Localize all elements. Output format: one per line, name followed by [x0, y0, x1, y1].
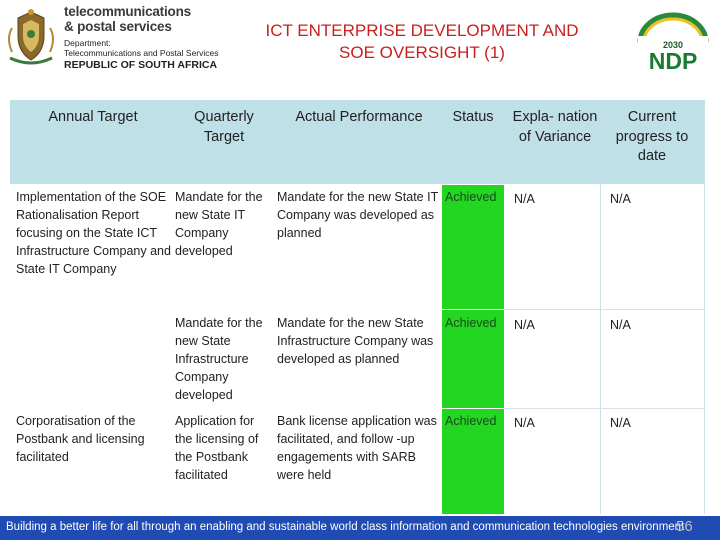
page-number: 56 — [676, 518, 693, 535]
status-cell — [442, 310, 504, 408]
row3-status: Achieved — [445, 414, 497, 428]
col-header-status: Status — [452, 109, 494, 125]
row2-status: Achieved — [445, 316, 497, 330]
coat-of-arms-icon — [8, 9, 54, 65]
row3-actual-performance: Bank license application was facilitated… — [277, 414, 437, 482]
col-header-actual-performance: Actual Performance — [295, 109, 423, 125]
footer-bar: Building a better life for all through a… — [0, 516, 720, 540]
row3-variance: N/A — [514, 416, 535, 430]
department-name: telecommunications & postal services Dep… — [64, 4, 222, 72]
ndp-year: 2030 — [663, 40, 683, 50]
dept-line3: Department: — [64, 38, 111, 48]
col-header-variance: Expla- nation of Variance — [512, 109, 598, 145]
row2-actual-performance: Mandate for the new State Infrastructure… — [277, 316, 434, 366]
ndp-text: NDP — [649, 48, 698, 72]
dept-line2: & postal services — [64, 19, 172, 34]
row1-actual-performance: Mandate for the new State IT Company was… — [277, 190, 438, 240]
row2-variance: N/A — [514, 318, 535, 332]
dept-line1: telecommunications — [64, 4, 191, 19]
footer-tagline: Building a better life for all through a… — [6, 521, 685, 533]
title-line1: ICT ENTERPRISE DEVELOPMENT AND — [265, 21, 579, 40]
row1-variance: N/A — [514, 192, 535, 206]
row-divider — [504, 408, 704, 409]
dept-line5: REPUBLIC OF SOUTH AFRICA — [64, 59, 218, 71]
row1-status: Achieved — [445, 190, 497, 204]
row3-annual-target: Corporatisation of the Postbank and lice… — [16, 414, 145, 464]
department-logo: telecommunications & postal services Dep… — [4, 2, 219, 76]
status-cell — [442, 185, 504, 309]
col-header-progress: Current progress to date — [615, 109, 689, 164]
row2-progress: N/A — [610, 318, 631, 332]
row-divider — [504, 309, 704, 310]
table-header-row — [10, 100, 704, 184]
row1-annual-target: Implementation of the SOE Rationalisatio… — [16, 190, 171, 276]
col-header-quarterly-target: Quarterly Target — [194, 109, 254, 145]
row1-quarterly-target: Mandate for the new State IT Company dev… — [175, 190, 263, 258]
slide-title: ICT ENTERPRISE DEVELOPMENT AND SOE OVERS… — [232, 20, 612, 64]
row3-quarterly-target: Application for the licensing of the Pos… — [175, 414, 259, 482]
ndp-logo: 2030 NDP — [637, 12, 709, 72]
title-line2: SOE OVERSIGHT (1) — [339, 43, 505, 62]
column-divider — [704, 100, 705, 514]
status-cell — [442, 409, 504, 514]
row3-progress: N/A — [610, 416, 631, 430]
row2-quarterly-target: Mandate for the new State Infrastructure… — [175, 316, 263, 402]
row1-progress: N/A — [610, 192, 631, 206]
col-header-annual-target: Annual Target — [48, 109, 138, 125]
column-divider — [600, 100, 601, 514]
dept-line4: Telecommunications and Postal Services — [64, 48, 219, 58]
